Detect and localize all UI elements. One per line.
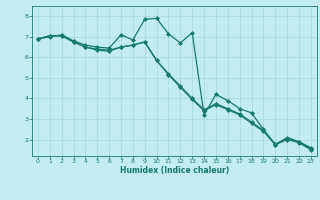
X-axis label: Humidex (Indice chaleur): Humidex (Indice chaleur) [120,166,229,175]
